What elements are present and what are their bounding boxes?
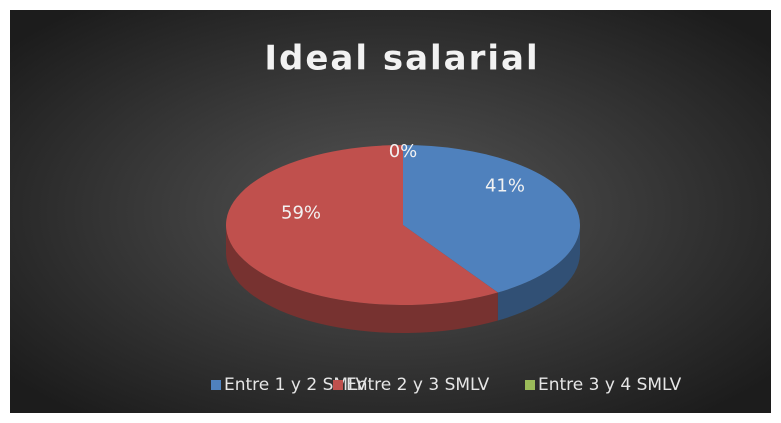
pie-slice-side [226,225,498,333]
legend-swatch [333,380,343,390]
pie-slice [225,145,498,306]
legend-swatch [211,380,221,390]
data-label: 41% [485,176,525,197]
legend-label: Entre 1 y 2 SMLV [224,375,368,395]
data-label: 59% [281,202,321,223]
pie-slice [403,145,580,293]
chart-title: Ideal salarial [264,39,539,79]
legend-label: Entre 2 y 3 SMLV [346,375,490,395]
legend-swatch [525,380,535,390]
legend-label: Entre 3 y 4 SMLV [538,375,682,395]
data-label: 0% [389,141,418,162]
pie-slice-side [497,225,580,321]
